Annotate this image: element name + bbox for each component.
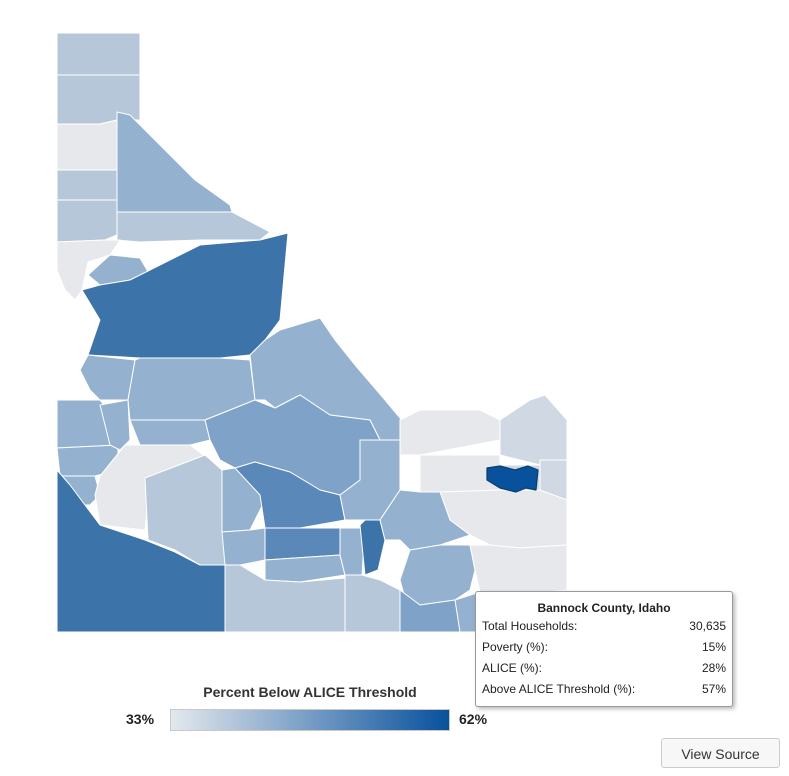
tooltip-label: Above ALICE Threshold (%): [482,682,636,696]
county-tooltip: Bannock County, Idaho Total Households: … [475,591,733,707]
tooltip-value: 57% [701,682,726,696]
county-idaho-county[interactable] [81,232,289,359]
tooltip-value: 30,635 [689,619,726,633]
tooltip-row-above-alice: Above ALICE Threshold (%): 57% [482,679,726,700]
county-bonneville-county[interactable] [439,489,568,549]
tooltip-label: ALICE (%): [482,661,543,675]
county-latah-county[interactable] [56,199,118,243]
tooltip-label: Poverty (%): [482,640,549,654]
tooltip-row-poverty: Poverty (%): 15% [482,637,726,658]
county-benewah-county[interactable] [56,169,118,201]
county-caribou-county[interactable] [469,544,568,596]
county-cassia-county[interactable] [344,574,401,633]
tooltip-title: Bannock County, Idaho [537,601,671,615]
county-owyhee-county[interactable] [56,469,226,633]
county-power-county[interactable] [359,519,386,576]
legend-min-label: 33% [126,711,155,727]
county-twin-falls-county[interactable] [224,564,346,633]
legend-color-bar [170,709,450,731]
tooltip-row-alice: ALICE (%): 28% [482,658,726,679]
county-bannock-county[interactable] [399,544,476,606]
county-madison-highlight[interactable] [486,465,539,493]
county-clark-county[interactable] [399,409,501,456]
tooltip-value: 28% [701,661,726,675]
legend-max-label: 62% [459,711,488,727]
county-fremont-county[interactable] [499,394,568,466]
tooltip-value: 15% [701,640,726,654]
county-jerome-county[interactable] [264,554,346,583]
county-nez-perce-county[interactable] [56,239,121,301]
county-lincoln-county[interactable] [264,527,341,561]
county-gooding-county[interactable] [221,527,266,566]
legend-title: Percent Below ALICE Threshold [203,684,417,700]
tooltip-row-total-households: Total Households: 30,635 [482,616,726,637]
tooltip-label: Total Households: [482,619,578,633]
county-kootenai-county[interactable] [56,119,118,171]
county-clearwater-county[interactable] [116,211,271,243]
county-boise-county[interactable] [129,419,211,446]
county-adams-county[interactable] [79,354,136,401]
county-boundary-county[interactable] [56,32,141,76]
county-shoshone-county[interactable] [116,111,233,213]
view-source-button[interactable]: View Source [661,738,780,768]
